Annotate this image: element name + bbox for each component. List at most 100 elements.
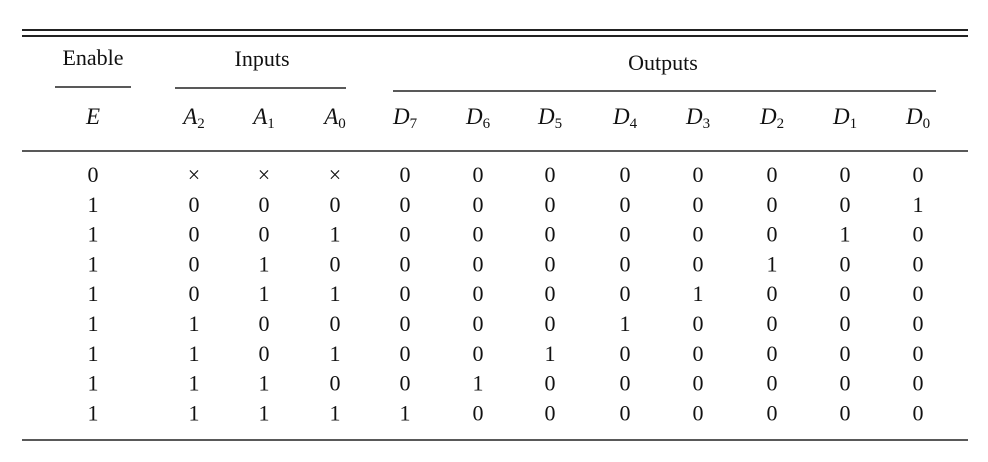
cell: 0 (259, 311, 270, 336)
column-header: A0 (322, 104, 346, 132)
cell: 0 (913, 222, 924, 247)
cell: 1 (400, 400, 411, 425)
column-header: D2 (759, 104, 784, 132)
cell: 0 (330, 311, 341, 336)
cell: 0 (545, 371, 556, 396)
cell: 0 (913, 281, 924, 306)
cell: 0 (620, 192, 631, 217)
cell: 0 (400, 162, 411, 187)
column-header: A2 (181, 104, 205, 132)
cell: 1 (259, 400, 270, 425)
group-label: Outputs (628, 50, 698, 75)
cell: 1 (88, 192, 99, 217)
cell: 0 (620, 400, 631, 425)
cell: 1 (840, 222, 851, 247)
cell: 0 (545, 400, 556, 425)
cell: 1 (330, 400, 341, 425)
column-name: A (251, 104, 268, 129)
cell: 1 (88, 341, 99, 366)
column-header: D4 (612, 104, 638, 132)
cell: 1 (189, 311, 200, 336)
cell: 1 (473, 371, 484, 396)
cell: 0 (693, 400, 704, 425)
cell: 0 (840, 341, 851, 366)
cell: 0 (767, 311, 778, 336)
cell: 0 (473, 281, 484, 306)
cell: 0 (88, 162, 99, 187)
column-subscript: 0 (923, 116, 931, 132)
cell: 0 (620, 222, 631, 247)
cell: 0 (400, 311, 411, 336)
cell: × (188, 162, 200, 187)
column-subscript: 3 (703, 116, 711, 132)
cell: 0 (473, 311, 484, 336)
cell: 1 (189, 371, 200, 396)
column-name: D (392, 104, 410, 129)
cell: 0 (620, 162, 631, 187)
cell: 1 (88, 371, 99, 396)
cell: 0 (545, 251, 556, 276)
cell: 1 (189, 400, 200, 425)
cell: 1 (88, 281, 99, 306)
column-name: D (759, 104, 777, 129)
column-header: D5 (537, 104, 562, 132)
cell: 0 (330, 371, 341, 396)
column-subscript: 1 (267, 116, 275, 132)
cell: 0 (840, 162, 851, 187)
cell: 0 (189, 192, 200, 217)
group-label: Enable (62, 45, 123, 70)
cell: 0 (693, 371, 704, 396)
column-header: D3 (685, 104, 710, 132)
cell: 1 (88, 311, 99, 336)
cell: 0 (473, 341, 484, 366)
cell: 0 (693, 222, 704, 247)
column-header: A1 (251, 104, 275, 132)
column-header: D0 (905, 104, 930, 132)
cell: 0 (840, 371, 851, 396)
cell: 0 (767, 371, 778, 396)
column-subscript: 7 (410, 116, 418, 132)
cell: 1 (330, 222, 341, 247)
cell: 0 (913, 311, 924, 336)
cell: 0 (767, 162, 778, 187)
cell: 0 (400, 371, 411, 396)
cell: 0 (545, 162, 556, 187)
cell: 1 (88, 222, 99, 247)
cell: 0 (840, 281, 851, 306)
cell: 1 (693, 281, 704, 306)
column-name: A (322, 104, 339, 129)
column-name: E (85, 104, 100, 129)
cell: 0 (913, 400, 924, 425)
column-header: D6 (465, 104, 491, 132)
cell: 0 (913, 341, 924, 366)
cell: 1 (913, 192, 924, 217)
cell: 0 (400, 281, 411, 306)
cell: 0 (545, 192, 556, 217)
column-subscript: 5 (555, 116, 563, 132)
cell: 0 (400, 251, 411, 276)
cell: 0 (545, 311, 556, 336)
cell: 0 (545, 281, 556, 306)
cell: 1 (259, 281, 270, 306)
cell: 0 (913, 162, 924, 187)
column-subscript: 2 (777, 116, 785, 132)
cell: 0 (473, 251, 484, 276)
cell: 1 (330, 281, 341, 306)
column-name: D (537, 104, 555, 129)
cell: 0 (693, 162, 704, 187)
cell: 0 (840, 311, 851, 336)
cell: 0 (400, 222, 411, 247)
cell: 1 (767, 251, 778, 276)
cell: 0 (767, 192, 778, 217)
column-name: D (832, 104, 850, 129)
cell: 1 (88, 400, 99, 425)
cell: × (258, 162, 270, 187)
column-header: D7 (392, 104, 418, 132)
cell: 0 (693, 251, 704, 276)
cell: 0 (767, 400, 778, 425)
column-name: D (612, 104, 630, 129)
cell: 0 (545, 222, 556, 247)
cell: 0 (473, 222, 484, 247)
cell: 1 (189, 341, 200, 366)
